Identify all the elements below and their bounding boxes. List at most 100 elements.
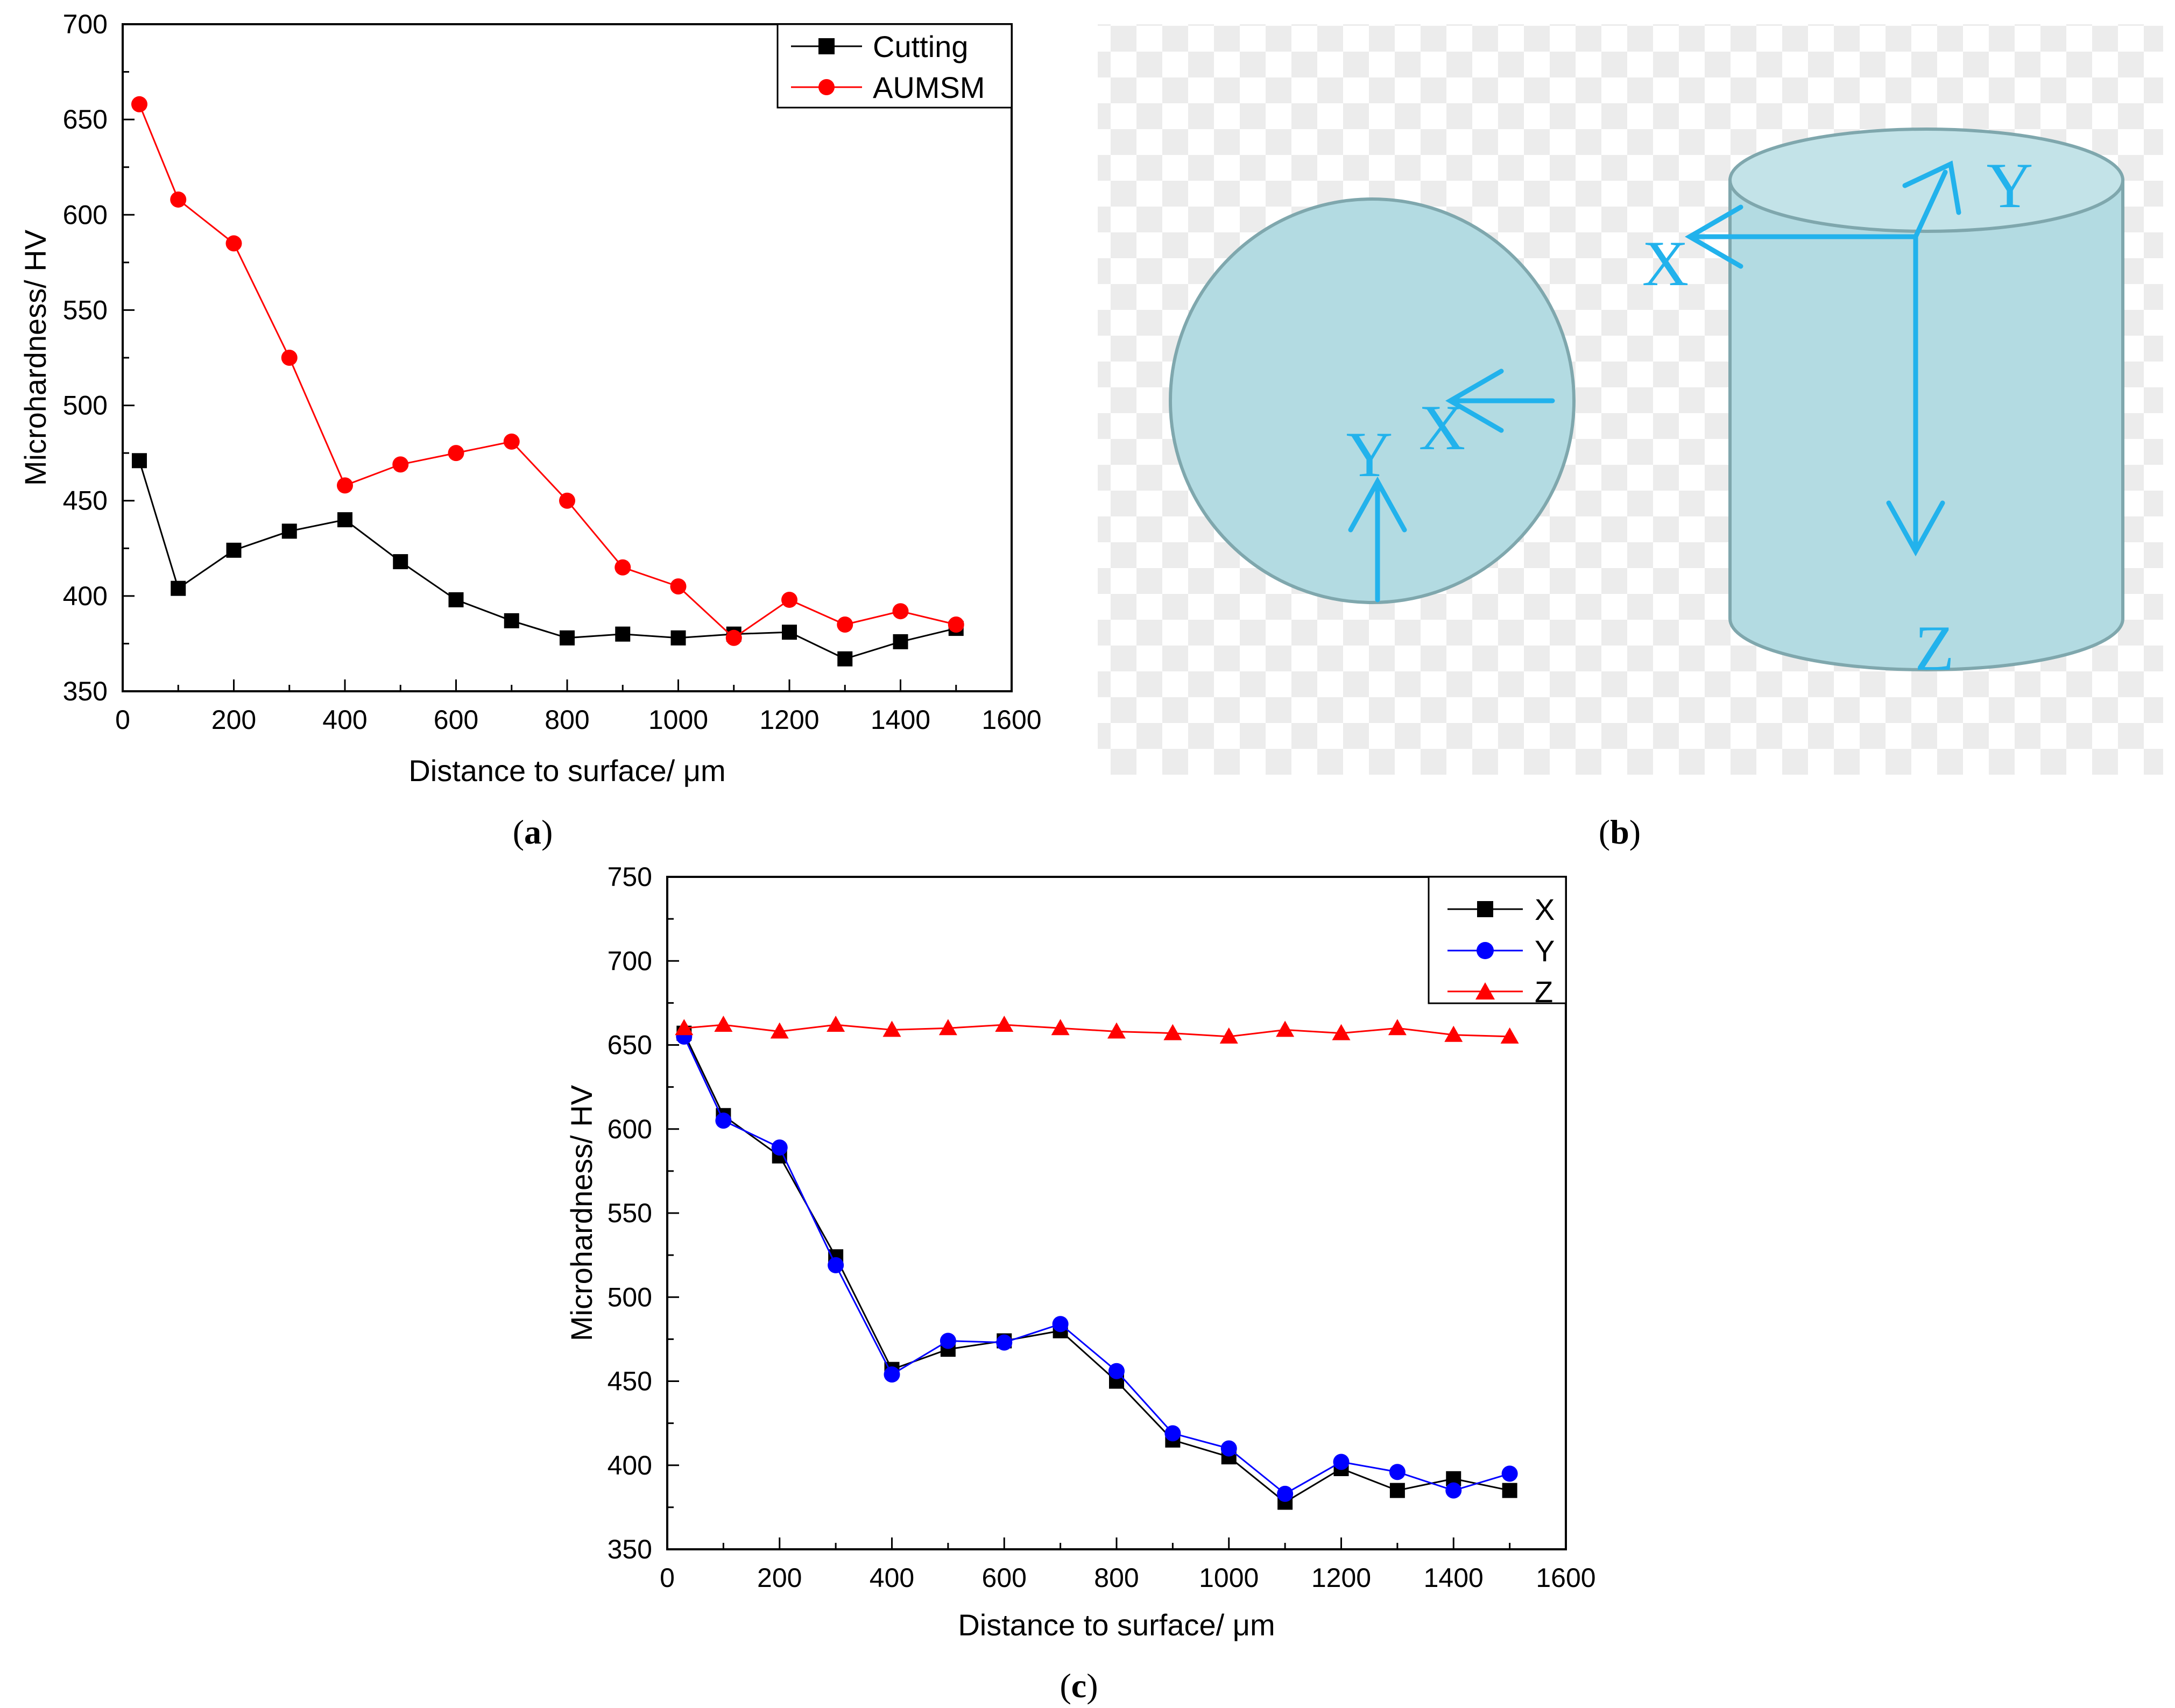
legend-marker-circle: [1477, 942, 1494, 959]
x-tick-label: 400: [322, 705, 367, 735]
legend-marker-square: [818, 38, 835, 54]
panel-caption: (a): [513, 813, 553, 851]
data-point-cutting: [837, 651, 853, 667]
data-point-aumsm: [503, 433, 520, 450]
x-tick-label: 800: [1094, 1563, 1139, 1593]
y-tick-label: 400: [608, 1450, 652, 1480]
legend: X Y Z: [1428, 876, 1567, 1009]
data-point-z: [1500, 1027, 1519, 1044]
data-point-aumsm: [948, 616, 964, 633]
x-tick-label: 1400: [1424, 1563, 1484, 1593]
data-point-z: [714, 1016, 733, 1032]
panel-caption: (c): [1060, 1667, 1098, 1705]
cross-section-circle: [1169, 197, 1576, 604]
data-point-aumsm: [131, 96, 147, 112]
y-tick-label: 750: [608, 862, 652, 892]
data-point-z: [1444, 1025, 1463, 1042]
cylinder-z-label: Z: [1915, 612, 1954, 684]
legend-box: [776, 23, 1013, 109]
y-tick-label: 700: [608, 946, 652, 976]
series-line-aumsm: [138, 104, 957, 639]
data-point-y: [940, 1333, 956, 1349]
data-series: [131, 96, 964, 667]
legend-label: Y: [1535, 934, 1555, 968]
data-point-cutting: [560, 630, 575, 646]
data-point-cutting: [448, 592, 464, 607]
y-tick-labels: 350 400 450 500 550 600 650 700: [63, 9, 108, 706]
data-point-z: [1388, 1019, 1407, 1036]
x-tick-label: 1600: [981, 705, 1041, 735]
x-axis-label: Distance to surface/ μm: [958, 1608, 1275, 1642]
legend-marker-triangle: [1475, 982, 1495, 1000]
data-point-aumsm: [725, 629, 742, 646]
y-tick-label: 700: [63, 9, 108, 39]
data-point-aumsm: [281, 350, 298, 366]
circle-x-label: X: [1419, 392, 1466, 463]
y-axis-label: Microhardness/ HV: [564, 1085, 598, 1341]
y-tick-label: 650: [63, 104, 108, 134]
data-point-z: [882, 1020, 901, 1037]
x-axis-label: Distance to surface/ μm: [408, 754, 725, 788]
legend-marker-circle: [818, 79, 835, 95]
y-tick-label: 350: [63, 676, 108, 706]
data-point-cutting: [782, 625, 797, 640]
circle-axes: [1348, 368, 1555, 603]
y-tick-label: 650: [608, 1030, 652, 1060]
x-tick-label: 1000: [648, 705, 708, 735]
data-point-z: [995, 1016, 1014, 1032]
data-point-aumsm: [892, 603, 909, 620]
circle-y-label: Y: [1346, 419, 1393, 490]
data-point-aumsm: [670, 578, 687, 595]
data-point-y: [1108, 1363, 1125, 1379]
x-tick-label: 400: [870, 1563, 914, 1593]
data-point-z: [770, 1022, 789, 1039]
x-tick-label: 1600: [1536, 1563, 1595, 1593]
data-point-y: [1220, 1440, 1237, 1457]
data-point-y: [771, 1139, 788, 1156]
schematic-panel-b: Y X X Y Z (b): [1098, 24, 2163, 851]
x-tick-label: 600: [982, 1563, 1027, 1593]
data-point-cutting: [226, 542, 242, 558]
data-point-aumsm: [448, 445, 464, 462]
data-point-z: [1219, 1027, 1238, 1044]
y-axis-label: Microhardness/ HV: [18, 229, 52, 486]
data-point-cutting: [171, 580, 186, 596]
data-point-cutting: [131, 453, 147, 469]
data-point-y: [1164, 1425, 1181, 1442]
y-tick-label: 500: [608, 1282, 652, 1312]
data-point-y: [1333, 1454, 1350, 1470]
data-point-z: [1332, 1024, 1351, 1040]
chart-c: 0 200 400 600 800 1000 1200 1400 1600 350 400 450 5…: [564, 862, 1596, 1705]
data-point-y: [828, 1257, 844, 1273]
legend-label: Cutting: [873, 30, 968, 63]
data-point-aumsm: [837, 616, 853, 633]
data-point-cutting: [670, 630, 686, 646]
data-point-y: [996, 1334, 1013, 1351]
data-point-z: [827, 1016, 845, 1032]
data-series: [675, 1016, 1519, 1510]
x-tick-labels: 0 200 400 600 800 1000 1200 1400 1600: [660, 1563, 1596, 1593]
data-point-aumsm: [615, 559, 631, 576]
tick-marks: [666, 876, 1567, 1550]
data-point-aumsm: [392, 456, 409, 473]
legend: Cutting AUMSM: [776, 23, 1013, 109]
data-point-y: [1277, 1485, 1294, 1502]
x-tick-label: 1000: [1199, 1563, 1259, 1593]
legend-label: AUMSM: [873, 70, 985, 104]
y-tick-label: 350: [608, 1534, 652, 1564]
x-tick-label: 1200: [759, 705, 819, 735]
data-point-z: [938, 1019, 957, 1036]
y-tick-label: 450: [63, 486, 108, 516]
data-point-x: [1389, 1483, 1405, 1498]
data-point-cutting: [615, 626, 631, 642]
data-point-y: [1052, 1316, 1069, 1333]
tick-marks: [122, 23, 1013, 692]
legend-label: X: [1535, 892, 1555, 926]
x-tick-label: 200: [211, 705, 256, 735]
series-line-z: [684, 1024, 1510, 1038]
chart-a: 0 200 400 600 800 1000 1200 1400 1600 350 400 450 5…: [18, 9, 1042, 851]
data-point-z: [1107, 1022, 1126, 1039]
x-tick-label: 200: [757, 1563, 802, 1593]
data-point-cutting: [504, 613, 519, 628]
